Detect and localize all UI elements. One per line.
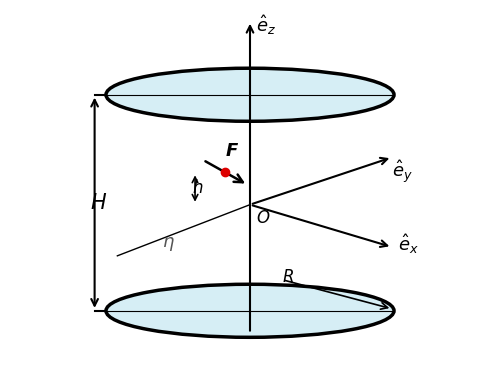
- Text: $\hat{e}_y$: $\hat{e}_y$: [392, 158, 413, 185]
- Ellipse shape: [106, 68, 394, 121]
- Text: $R$: $R$: [282, 268, 294, 287]
- Text: $\eta$: $\eta$: [162, 235, 175, 254]
- Text: $h$: $h$: [192, 179, 203, 197]
- Text: $\hat{e}_x$: $\hat{e}_x$: [398, 233, 418, 256]
- Text: $\boldsymbol{F}$: $\boldsymbol{F}$: [225, 142, 239, 160]
- Ellipse shape: [106, 284, 394, 337]
- Text: $\hat{e}_z$: $\hat{e}_z$: [256, 13, 276, 36]
- Text: $O$: $O$: [256, 209, 270, 227]
- Text: $H$: $H$: [90, 193, 107, 213]
